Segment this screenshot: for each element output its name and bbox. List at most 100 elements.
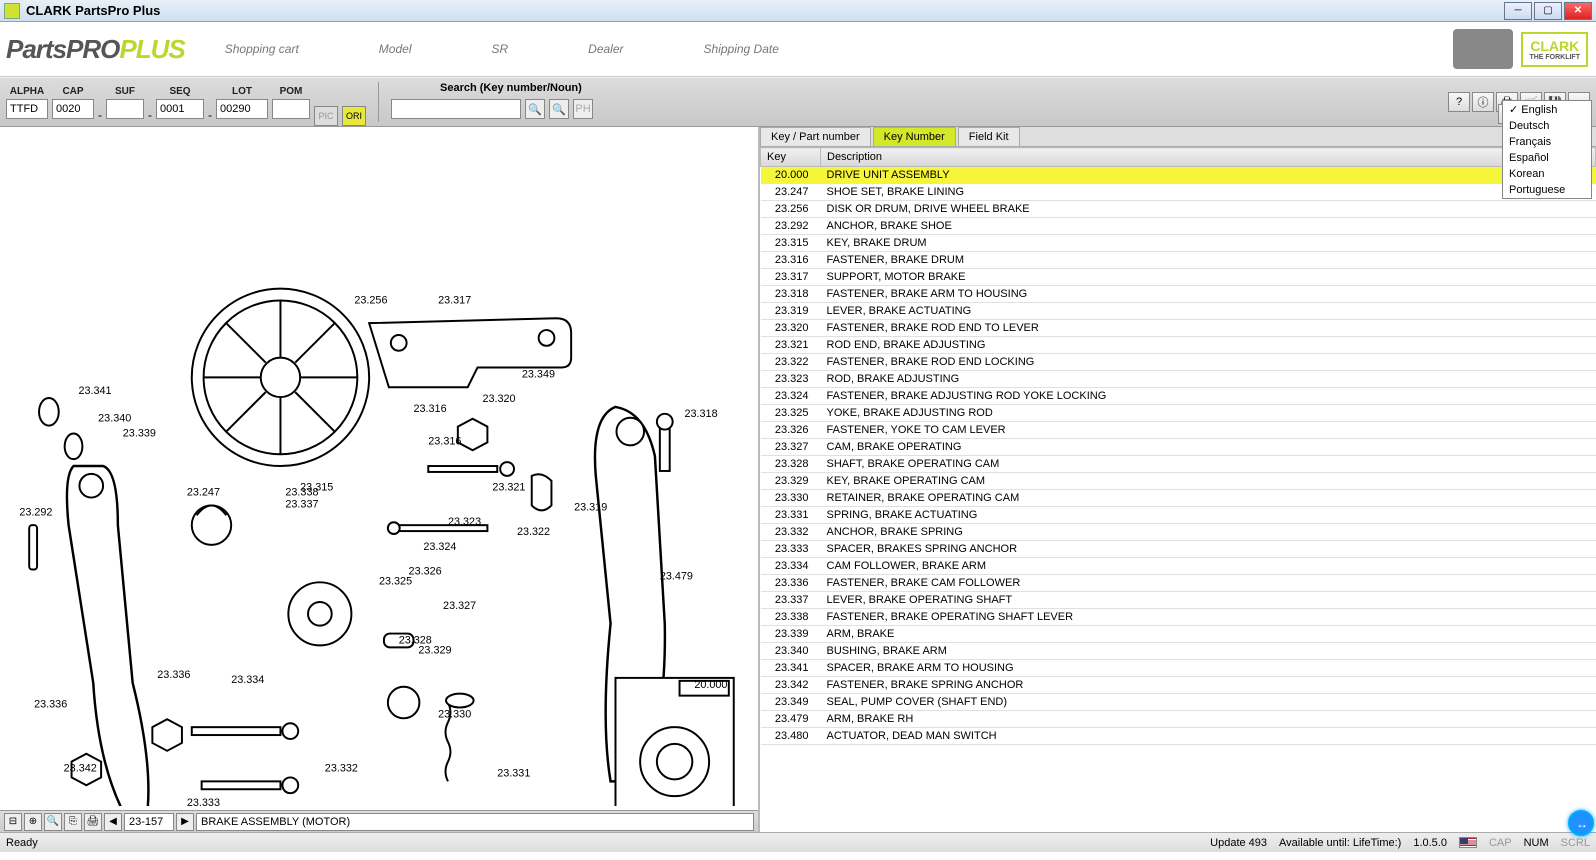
table-row[interactable]: 23.334CAM FOLLOWER, BRAKE ARM bbox=[761, 558, 1596, 575]
table-row[interactable]: 23.247SHOE SET, BRAKE LINING bbox=[761, 184, 1596, 201]
nav-sr[interactable]: SR bbox=[491, 42, 508, 56]
table-row[interactable]: 23.337LEVER, BRAKE OPERATING SHAFT bbox=[761, 592, 1596, 609]
brand-name: CLARK bbox=[1530, 38, 1579, 54]
cell-key: 23.342 bbox=[761, 677, 821, 694]
lang-option[interactable]: Korean bbox=[1503, 166, 1591, 182]
page-input[interactable] bbox=[124, 813, 174, 831]
cell-desc: DISK OR DRUM, DRIVE WHEEL BRAKE bbox=[821, 201, 1596, 218]
table-row[interactable]: 23.341SPACER, BRAKE ARM TO HOUSING bbox=[761, 660, 1596, 677]
table-row[interactable]: 20.000DRIVE UNIT ASSEMBLY bbox=[761, 167, 1596, 184]
lot-input[interactable] bbox=[216, 99, 268, 119]
suf-input[interactable] bbox=[106, 99, 144, 119]
table-row[interactable]: 23.325YOKE, BRAKE ADJUSTING ROD bbox=[761, 405, 1596, 422]
zoom-fit-icon[interactable]: 🔍 bbox=[44, 813, 62, 831]
nav-cart[interactable]: Shopping cart bbox=[225, 42, 299, 56]
lang-option[interactable]: Français bbox=[1503, 134, 1591, 150]
table-row[interactable]: 23.328SHAFT, BRAKE OPERATING CAM bbox=[761, 456, 1596, 473]
table-row[interactable]: 23.480ACTUATOR, DEAD MAN SWITCH bbox=[761, 728, 1596, 745]
ph-button[interactable]: PH bbox=[573, 99, 593, 119]
lang-option[interactable]: Portuguese bbox=[1503, 182, 1591, 198]
page-title-input[interactable] bbox=[196, 813, 754, 831]
parts-table[interactable]: Key Description 20.000DRIVE UNIT ASSEMBL… bbox=[760, 147, 1596, 832]
pic-button[interactable]: PIC bbox=[314, 106, 338, 126]
table-row[interactable]: 23.318FASTENER, BRAKE ARM TO HOUSING bbox=[761, 286, 1596, 303]
table-row[interactable]: 23.333SPACER, BRAKES SPRING ANCHOR bbox=[761, 541, 1596, 558]
status-cap: CAP bbox=[1489, 837, 1512, 849]
pom-label: POM bbox=[280, 86, 303, 97]
cell-key: 23.316 bbox=[761, 252, 821, 269]
diagram-label: 23.326 bbox=[409, 565, 442, 577]
col-description[interactable]: Description bbox=[821, 148, 1596, 167]
maximize-button[interactable]: ▢ bbox=[1534, 2, 1562, 20]
table-row[interactable]: 23.322FASTENER, BRAKE ROD END LOCKING bbox=[761, 354, 1596, 371]
cell-key: 23.336 bbox=[761, 575, 821, 592]
tab-key-number[interactable]: Key Number bbox=[873, 127, 956, 146]
table-row[interactable]: 23.316FASTENER, BRAKE DRUM bbox=[761, 252, 1596, 269]
print-page-icon[interactable]: 🖨 bbox=[84, 813, 102, 831]
tab-field-kit[interactable]: Field Kit bbox=[958, 127, 1020, 146]
help-icon[interactable]: ? bbox=[1448, 92, 1470, 112]
cell-desc: ACTUATOR, DEAD MAN SWITCH bbox=[821, 728, 1596, 745]
logo-parts: Parts bbox=[6, 34, 66, 64]
copy-icon[interactable]: ⎘ bbox=[64, 813, 82, 831]
table-row[interactable]: 23.321ROD END, BRAKE ADJUSTING bbox=[761, 337, 1596, 354]
table-row[interactable]: 23.332ANCHOR, BRAKE SPRING bbox=[761, 524, 1596, 541]
table-row[interactable]: 23.319LEVER, BRAKE ACTUATING bbox=[761, 303, 1596, 320]
alpha-input[interactable] bbox=[6, 99, 48, 119]
diagram-label: 23.341 bbox=[78, 385, 111, 397]
table-row[interactable]: 23.339ARM, BRAKE bbox=[761, 626, 1596, 643]
diagram-label: 23.338 bbox=[285, 487, 318, 499]
cell-desc: BUSHING, BRAKE ARM bbox=[821, 643, 1596, 660]
separator: - bbox=[98, 108, 102, 122]
nav-dealer[interactable]: Dealer bbox=[588, 42, 623, 56]
table-row[interactable]: 23.330RETAINER, BRAKE OPERATING CAM bbox=[761, 490, 1596, 507]
brand-sub: THE FORKLIFT bbox=[1529, 54, 1580, 61]
zoom-in-icon[interactable]: ⊕ bbox=[24, 813, 42, 831]
table-row[interactable]: 23.479ARM, BRAKE RH bbox=[761, 711, 1596, 728]
info-icon[interactable]: ⓘ bbox=[1472, 92, 1494, 112]
cell-key: 23.325 bbox=[761, 405, 821, 422]
table-row[interactable]: 23.349SEAL, PUMP COVER (SHAFT END) bbox=[761, 694, 1596, 711]
table-row[interactable]: 23.256DISK OR DRUM, DRIVE WHEEL BRAKE bbox=[761, 201, 1596, 218]
table-row[interactable]: 23.338FASTENER, BRAKE OPERATING SHAFT LE… bbox=[761, 609, 1596, 626]
minimize-button[interactable]: ─ bbox=[1504, 2, 1532, 20]
nav-shipping[interactable]: Shipping Date bbox=[704, 42, 779, 56]
table-row[interactable]: 23.323ROD, BRAKE ADJUSTING bbox=[761, 371, 1596, 388]
table-row[interactable]: 23.340BUSHING, BRAKE ARM bbox=[761, 643, 1596, 660]
lang-option[interactable]: English bbox=[1503, 101, 1591, 118]
diagram-label: 23.316 bbox=[428, 435, 461, 447]
table-row[interactable]: 23.329KEY, BRAKE OPERATING CAM bbox=[761, 473, 1596, 490]
zoom-out-icon[interactable]: ⊟ bbox=[4, 813, 22, 831]
table-row[interactable]: 23.342FASTENER, BRAKE SPRING ANCHOR bbox=[761, 677, 1596, 694]
table-row[interactable]: 23.336FASTENER, BRAKE CAM FOLLOWER bbox=[761, 575, 1596, 592]
tab-key-part[interactable]: Key / Part number bbox=[760, 127, 871, 146]
ori-button[interactable]: ORI bbox=[342, 106, 366, 126]
diagram-viewport[interactable]: 23.25623.31723.34123.34023.33923.34923.3… bbox=[0, 127, 758, 810]
seq-input[interactable] bbox=[156, 99, 204, 119]
remote-help-icon[interactable] bbox=[1568, 810, 1594, 836]
table-row[interactable]: 23.327CAM, BRAKE OPERATING bbox=[761, 439, 1596, 456]
search-input[interactable] bbox=[391, 99, 521, 119]
table-row[interactable]: 23.326FASTENER, YOKE TO CAM LEVER bbox=[761, 422, 1596, 439]
lang-option[interactable]: Español bbox=[1503, 150, 1591, 166]
table-row[interactable]: 23.324FASTENER, BRAKE ADJUSTING ROD YOKE… bbox=[761, 388, 1596, 405]
pom-input[interactable] bbox=[272, 99, 310, 119]
prev-page-icon[interactable]: ◀ bbox=[104, 813, 122, 831]
nav-model[interactable]: Model bbox=[379, 42, 412, 56]
search-clear-button[interactable]: 🔍 bbox=[549, 99, 569, 119]
table-row[interactable]: 23.320FASTENER, BRAKE ROD END TO LEVER bbox=[761, 320, 1596, 337]
table-row[interactable]: 23.317SUPPORT, MOTOR BRAKE bbox=[761, 269, 1596, 286]
diagram-label: 23.321 bbox=[492, 482, 525, 494]
cell-desc: FASTENER, BRAKE SPRING ANCHOR bbox=[821, 677, 1596, 694]
table-row[interactable]: 23.315KEY, BRAKE DRUM bbox=[761, 235, 1596, 252]
col-key[interactable]: Key bbox=[761, 148, 821, 167]
language-dropdown[interactable]: EnglishDeutschFrançaisEspañolKoreanPortu… bbox=[1502, 100, 1592, 199]
cap-input[interactable] bbox=[52, 99, 94, 119]
next-page-icon[interactable]: ▶ bbox=[176, 813, 194, 831]
close-button[interactable]: ✕ bbox=[1564, 2, 1592, 20]
table-row[interactable]: 23.292ANCHOR, BRAKE SHOE bbox=[761, 218, 1596, 235]
search-button[interactable]: 🔍 bbox=[525, 99, 545, 119]
diagram-label: 23.324 bbox=[423, 541, 456, 553]
lang-option[interactable]: Deutsch bbox=[1503, 118, 1591, 134]
table-row[interactable]: 23.331SPRING, BRAKE ACTUATING bbox=[761, 507, 1596, 524]
